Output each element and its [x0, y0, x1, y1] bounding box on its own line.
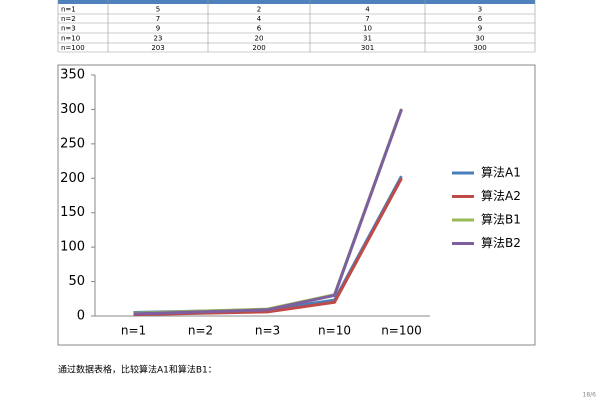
table-cell: 5 — [156, 6, 160, 14]
chart-frame — [57, 64, 536, 346]
y-tick-label: 200 — [60, 171, 85, 186]
table-cell: 2 — [257, 6, 261, 14]
y-tick-label: 350 — [60, 68, 85, 83]
table-cell: n=10 — [61, 35, 80, 43]
legend-label: 算法A1 — [481, 165, 521, 180]
table-cell: 203 — [151, 44, 164, 52]
table-cell: 7 — [365, 15, 369, 23]
table-cell: 9 — [156, 25, 160, 33]
table-cell: 4 — [257, 15, 262, 23]
table-cell: 301 — [361, 44, 374, 52]
x-tick-label: n=1 — [121, 324, 146, 338]
paragraph: 通过数据表格，比较算法A1和算法B1： — [58, 364, 217, 376]
y-tick-label: 250 — [60, 136, 85, 151]
table-cell: 6 — [257, 25, 262, 33]
table-cell: 23 — [154, 35, 163, 43]
series-line — [133, 108, 403, 316]
table-header — [58, 0, 535, 4]
legend-label: 算法A2 — [481, 188, 521, 203]
legend-label: 算法B2 — [481, 235, 521, 250]
x-tick-label: n=10 — [318, 324, 351, 338]
y-tick-label: 150 — [60, 205, 85, 220]
table-cell: n=100 — [61, 44, 85, 52]
table-cell: n=1 — [61, 6, 76, 14]
x-tick-label: n=100 — [381, 324, 422, 338]
table-cell: 31 — [363, 35, 372, 43]
page-number: 18/6 — [583, 392, 597, 399]
table-cell: n=3 — [61, 25, 76, 33]
y-tick-label: 50 — [68, 274, 85, 289]
table-cell: 10 — [363, 25, 372, 33]
y-tick-label: 0 — [77, 309, 85, 324]
table-cell: n=2 — [61, 15, 76, 23]
table-cell: 9 — [478, 25, 482, 33]
y-tick-label: 100 — [60, 240, 85, 255]
table-cell: 7 — [156, 15, 160, 23]
table-cell: 4 — [365, 6, 370, 14]
table-cell: 300 — [473, 44, 486, 52]
legend-label: 算法B1 — [481, 212, 521, 227]
table-cell: 3 — [478, 6, 482, 14]
table-cell: 200 — [252, 44, 265, 52]
y-tick-label: 300 — [60, 102, 85, 117]
table-cell: 20 — [255, 35, 264, 43]
x-tick-label: n=3 — [255, 324, 280, 338]
table-cell: 6 — [478, 15, 483, 23]
x-tick-label: n=2 — [188, 324, 213, 338]
table-cell: 30 — [476, 35, 485, 43]
